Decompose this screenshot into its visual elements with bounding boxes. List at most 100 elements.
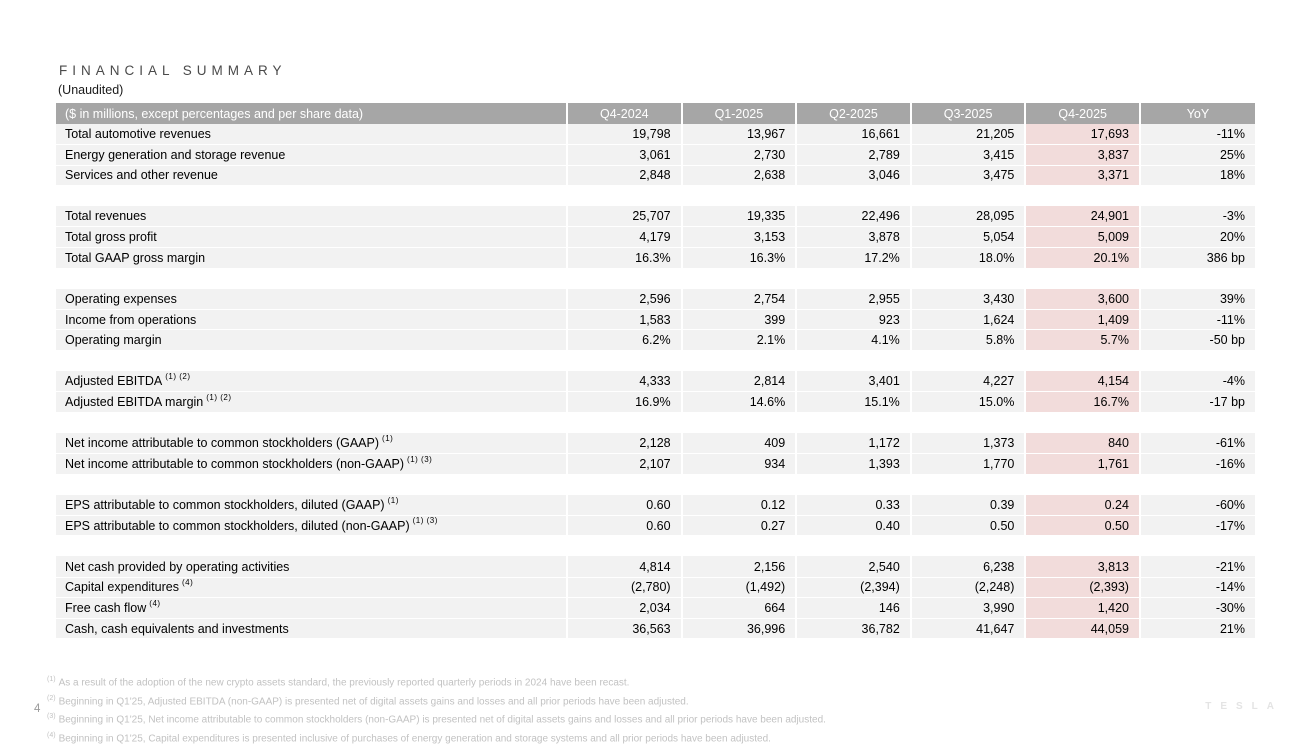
value-cell-q3-2025: 18.0% — [909, 247, 1026, 269]
table-row: EPS attributable to common stockholders,… — [56, 494, 1255, 516]
value-cell-q1-2025: 409 — [680, 432, 797, 454]
yoy-cell: -60% — [1138, 494, 1255, 516]
yoy-cell: -14% — [1138, 577, 1255, 599]
value-cell-q3-2025: 28,095 — [909, 206, 1026, 228]
footnote-line: (4) Beginning in Q1'25, Capital expenditu… — [47, 731, 771, 744]
yoy-cell: -21% — [1138, 556, 1255, 578]
value-cell-q4-2025: 4,154 — [1024, 371, 1140, 393]
footnote-line: (3) Beginning in Q1'25, Net income attrib… — [47, 713, 826, 726]
value-cell-q4-2025: 17,693 — [1024, 124, 1140, 146]
column-header-yoy: YoY — [1138, 103, 1255, 124]
yoy-cell: 18% — [1138, 165, 1255, 187]
value-cell-q4-2025: 20.1% — [1024, 247, 1140, 269]
spacer-cell — [56, 350, 1255, 372]
value-cell-q2-2025: 22,496 — [795, 206, 911, 228]
value-cell-q4-2025: 3,813 — [1024, 556, 1140, 578]
table-row: Net income attributable to common stockh… — [56, 453, 1255, 475]
value-cell-q4-2025: 1,761 — [1024, 453, 1140, 475]
table-row: Free cash flow (4) 2,034 664 146 3,990 1,420 -3… — [56, 597, 1255, 619]
yoy-cell: 39% — [1138, 288, 1255, 310]
table-row: Income from operations 1,583 399 923 1,624 1,… — [56, 309, 1255, 331]
yoy-cell: -61% — [1138, 432, 1255, 454]
value-cell-q4-2024: 1,583 — [566, 309, 682, 331]
value-cell-q2-2025: 17.2% — [795, 247, 911, 269]
row-label: Services and other revenue — [56, 165, 567, 187]
value-cell-q4-2024: 3,061 — [566, 144, 682, 166]
value-cell-q4-2024: 2,848 — [566, 165, 682, 187]
row-label: EPS attributable to common stockholders,… — [56, 494, 567, 516]
value-cell-q4-2025: 44,059 — [1024, 618, 1140, 640]
value-cell-q4-2025: 5,009 — [1024, 226, 1140, 249]
value-cell-q4-2024: 6.2% — [566, 329, 682, 352]
footnote-line: (2) Beginning in Q1'25, Adjusted EBITDA (… — [47, 694, 689, 707]
value-cell-q4-2025: 1,420 — [1024, 597, 1140, 619]
table-row: Services and other revenue 2,848 2,638 3,04… — [56, 165, 1255, 187]
value-cell-q3-2025: 3,475 — [909, 165, 1026, 187]
table-header-row: ($ in millions, except percentages and p… — [56, 103, 1255, 124]
value-cell-q3-2025: 6,238 — [909, 556, 1026, 578]
column-header-units: ($ in millions, except percentages and p… — [56, 103, 567, 124]
footnote-ref: (4) — [149, 598, 161, 608]
value-cell-q4-2025: 3,371 — [1024, 165, 1140, 187]
row-label: Income from operations — [56, 309, 567, 331]
column-header-q1-2025: Q1-2025 — [680, 103, 797, 124]
table-row: Adjusted EBITDA margin (1) (2) 16.9% 14.6% 1… — [56, 391, 1255, 413]
value-cell-q2-2025: 0.33 — [795, 494, 911, 516]
value-cell-q4-2024: 2,034 — [566, 597, 682, 619]
yoy-cell: 21% — [1138, 618, 1255, 640]
table-row: Operating expenses 2,596 2,754 2,955 3,430 3,… — [56, 288, 1255, 310]
column-header-q4-2025: Q4-2025 — [1024, 103, 1140, 124]
page-subtitle: (Unaudited) — [58, 83, 124, 97]
value-cell-q3-2025: 41,647 — [909, 618, 1026, 640]
value-cell-q2-2025: 4.1% — [795, 329, 911, 352]
value-cell-q3-2025: (2,248) — [909, 577, 1026, 599]
table-row: Adjusted EBITDA (1) (2) 4,333 2,814 3,401 4,2… — [56, 371, 1255, 393]
footnote-ref: (4) — [181, 578, 194, 588]
value-cell-q4-2025: 840 — [1024, 432, 1140, 454]
yoy-cell: -50 bp — [1138, 329, 1255, 352]
value-cell-q2-2025: 923 — [795, 309, 911, 331]
value-cell-q4-2025: 16.7% — [1024, 391, 1140, 413]
spacer-cell — [56, 268, 1255, 289]
value-cell-q2-2025: 1,393 — [795, 453, 911, 475]
row-label: Cash, cash equivalents and investments — [56, 618, 567, 640]
yoy-cell: -17% — [1138, 515, 1255, 537]
value-cell-q4-2024: 2,128 — [566, 432, 682, 454]
row-label: Total automotive revenues — [56, 124, 567, 146]
spacer-cell — [56, 185, 1255, 207]
value-cell-q2-2025: 146 — [795, 597, 911, 619]
table-row: Operating margin 6.2% 2.1% 4.1% 5.8% 5.7% -50 … — [56, 329, 1255, 352]
footnote-ref: (1) (3) — [407, 454, 433, 464]
spacer-row — [56, 350, 1255, 372]
footnotes-block: (1) As a result of the adoption of the ne… — [47, 672, 826, 746]
value-cell-q1-2025: 664 — [680, 597, 797, 619]
value-cell-q2-2025: 1,172 — [795, 432, 911, 454]
yoy-cell: 386 bp — [1138, 247, 1255, 269]
footnote-ref: (1) (3) — [412, 516, 438, 526]
row-label: Net income attributable to common stockh… — [56, 453, 567, 475]
value-cell-q4-2025: 0.24 — [1024, 494, 1140, 516]
value-cell-q4-2024: 4,814 — [566, 556, 682, 578]
value-cell-q1-2025: 3,153 — [680, 226, 797, 249]
table-row: Net cash provided by operating activitie… — [56, 556, 1255, 578]
footnote-ref: (1) — [387, 495, 399, 505]
value-cell-q2-2025: 2,955 — [795, 288, 911, 310]
yoy-cell: -30% — [1138, 597, 1255, 619]
value-cell-q4-2025: 3,837 — [1024, 144, 1140, 166]
value-cell-q4-2024: 25,707 — [566, 206, 682, 228]
column-header-q2-2025: Q2-2025 — [795, 103, 911, 124]
footnote-ref: (1) — [382, 433, 394, 443]
row-label: Operating margin — [56, 329, 567, 352]
value-cell-q3-2025: 1,373 — [909, 432, 1026, 454]
row-label: Adjusted EBITDA margin (1) (2) — [56, 391, 567, 413]
value-cell-q3-2025: 4,227 — [909, 371, 1026, 393]
footnote-marker: (1) — [47, 676, 56, 683]
yoy-cell: -16% — [1138, 453, 1255, 475]
table-row: Total GAAP gross margin 16.3% 16.3% 17.2% 18… — [56, 247, 1255, 269]
value-cell-q3-2025: 1,770 — [909, 453, 1026, 475]
value-cell-q2-2025: 3,878 — [795, 226, 911, 249]
value-cell-q2-2025: 3,046 — [795, 165, 911, 187]
footnote-line: (1) As a result of the adoption of the ne… — [47, 676, 630, 689]
value-cell-q2-2025: 16,661 — [795, 124, 911, 146]
